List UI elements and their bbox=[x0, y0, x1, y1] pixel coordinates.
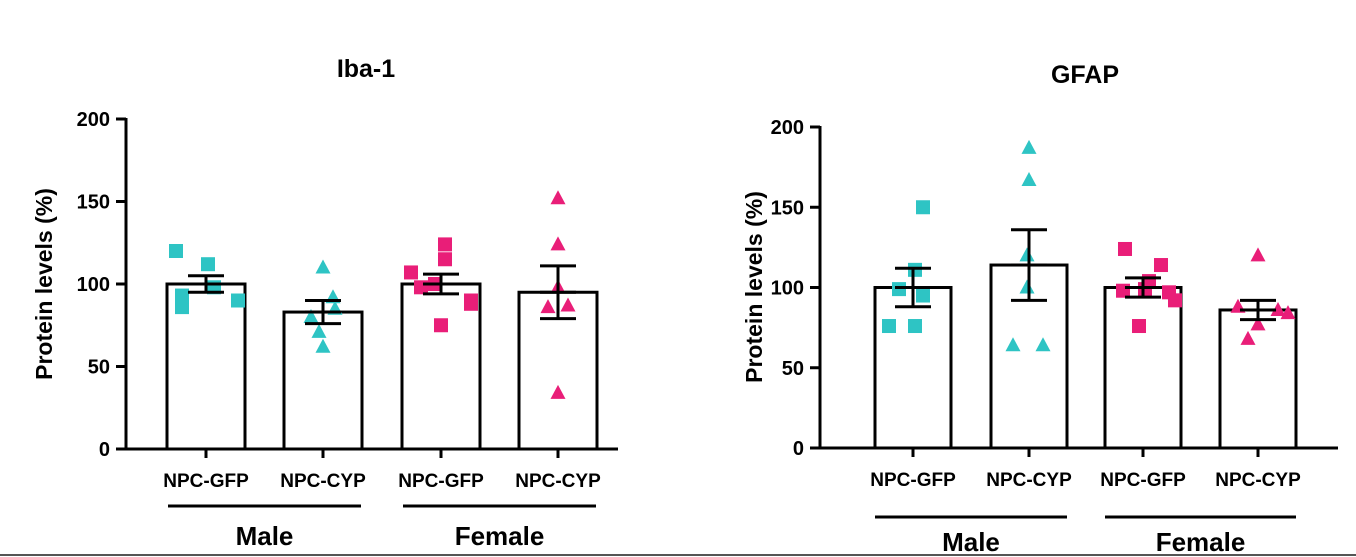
x-tick-label: NPC-GFP bbox=[163, 471, 249, 492]
data-point-triangle bbox=[303, 309, 319, 323]
data-point-triangle bbox=[1005, 337, 1021, 352]
bar bbox=[282, 310, 364, 451]
data-point-square bbox=[908, 262, 922, 277]
data-point-square bbox=[438, 237, 452, 252]
x-tick-label: NPC-CYP bbox=[986, 470, 1072, 491]
data-point-triangle bbox=[550, 190, 566, 205]
y-tick-label: 50 bbox=[782, 358, 804, 380]
y-tick-label: 200 bbox=[771, 117, 804, 139]
data-point-square bbox=[175, 288, 189, 303]
data-point-triangle bbox=[1021, 139, 1037, 154]
group-label: Female bbox=[455, 521, 545, 551]
y-tick-label: 50 bbox=[88, 357, 110, 379]
data-point-triangle bbox=[560, 297, 576, 312]
y-tick-label: 200 bbox=[77, 109, 110, 131]
data-point-triangle bbox=[1035, 337, 1051, 352]
data-point-square bbox=[908, 319, 922, 334]
data-point-triangle bbox=[1019, 247, 1035, 262]
x-tick-label: NPC-GFP bbox=[1100, 470, 1186, 491]
y-tick-label: 0 bbox=[99, 439, 110, 461]
data-point-square bbox=[1116, 283, 1130, 298]
data-point-square bbox=[175, 300, 189, 315]
data-point-triangle bbox=[550, 236, 566, 251]
data-point-square bbox=[438, 252, 452, 267]
y-tick-label: 0 bbox=[793, 438, 804, 460]
data-point-triangle bbox=[311, 323, 327, 338]
chart-title: Iba-1 bbox=[337, 55, 395, 83]
bar bbox=[1103, 286, 1183, 450]
x-tick-label: NPC-CYP bbox=[280, 471, 366, 492]
data-point-square bbox=[231, 293, 245, 308]
data-point-triangle bbox=[315, 338, 331, 353]
y-axis-label: Protein levels (%) bbox=[741, 191, 767, 383]
data-point-square bbox=[201, 257, 215, 272]
data-point-square bbox=[882, 319, 896, 334]
group-label: Male bbox=[236, 521, 294, 551]
data-point-triangle bbox=[1270, 301, 1286, 316]
data-point-square bbox=[404, 265, 418, 280]
data-point-square bbox=[1132, 319, 1146, 334]
data-point-square bbox=[464, 293, 478, 308]
data-point-square bbox=[892, 282, 906, 297]
bar bbox=[873, 286, 953, 450]
data-point-square bbox=[1154, 258, 1168, 273]
data-point-square bbox=[169, 244, 183, 258]
chart-title: GFAP bbox=[1051, 61, 1119, 89]
data-point-triangle bbox=[1021, 171, 1037, 186]
data-point-square bbox=[1138, 282, 1152, 297]
x-tick-label: NPC-GFP bbox=[398, 471, 484, 492]
data-point-square bbox=[434, 318, 448, 333]
data-point-triangle bbox=[1250, 247, 1266, 262]
y-tick-label: 100 bbox=[771, 278, 804, 300]
y-tick-label: 100 bbox=[77, 274, 110, 296]
data-point-square bbox=[1118, 241, 1132, 256]
data-point-triangle bbox=[315, 259, 331, 274]
y-tick-label: 150 bbox=[77, 192, 110, 214]
chart-panel-iba1: Iba-1 Protein levels (%) 0 50 100 150 200 NPC-G… bbox=[31, 55, 618, 551]
x-tick-label: NPC-CYP bbox=[515, 471, 601, 492]
data-point-triangle bbox=[540, 299, 556, 314]
data-point-triangle bbox=[1280, 305, 1296, 320]
bar bbox=[1218, 308, 1298, 450]
bar bbox=[400, 282, 482, 451]
group-label: Female bbox=[1156, 527, 1246, 557]
data-point-triangle bbox=[1250, 316, 1266, 331]
data-point-square bbox=[1168, 293, 1182, 308]
data-point-square bbox=[916, 288, 930, 303]
x-tick-label: NPC-GFP bbox=[870, 470, 956, 491]
data-point-square bbox=[916, 200, 930, 215]
data-point-triangle bbox=[550, 384, 566, 399]
data-point-square bbox=[414, 280, 428, 295]
y-axis-label: Protein levels (%) bbox=[31, 188, 57, 380]
x-tick-label: NPC-CYP bbox=[1215, 470, 1301, 491]
data-point-triangle bbox=[1019, 279, 1035, 294]
chart-panel-gfap: GFAP Protein levels (%) 0 50 100 150 200 NPC-GF… bbox=[741, 61, 1338, 557]
data-point-triangle bbox=[1240, 330, 1256, 345]
y-tick-label: 150 bbox=[771, 197, 804, 219]
group-label: Male bbox=[942, 527, 1000, 557]
